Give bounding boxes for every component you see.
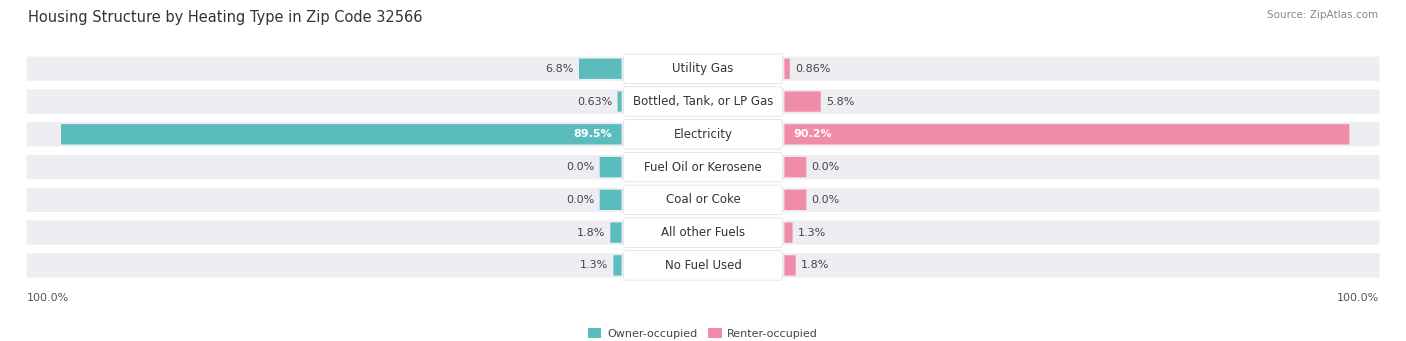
- FancyBboxPatch shape: [785, 91, 821, 112]
- Text: 6.8%: 6.8%: [546, 64, 574, 74]
- Text: Fuel Oil or Kerosene: Fuel Oil or Kerosene: [644, 161, 762, 174]
- Text: 90.2%: 90.2%: [794, 129, 832, 139]
- Text: 0.63%: 0.63%: [578, 97, 613, 106]
- FancyBboxPatch shape: [624, 87, 782, 116]
- FancyBboxPatch shape: [599, 157, 621, 177]
- Text: Source: ZipAtlas.com: Source: ZipAtlas.com: [1267, 10, 1378, 20]
- FancyBboxPatch shape: [624, 54, 782, 84]
- Text: 5.8%: 5.8%: [825, 97, 853, 106]
- FancyBboxPatch shape: [27, 188, 1379, 212]
- Text: 1.8%: 1.8%: [800, 261, 830, 270]
- Text: Bottled, Tank, or LP Gas: Bottled, Tank, or LP Gas: [633, 95, 773, 108]
- FancyBboxPatch shape: [27, 89, 1379, 114]
- FancyBboxPatch shape: [624, 251, 782, 280]
- FancyBboxPatch shape: [785, 255, 796, 276]
- Text: 100.0%: 100.0%: [1337, 293, 1379, 303]
- Text: 100.0%: 100.0%: [27, 293, 69, 303]
- Text: Coal or Coke: Coal or Coke: [665, 193, 741, 206]
- FancyBboxPatch shape: [785, 157, 807, 177]
- FancyBboxPatch shape: [613, 255, 621, 276]
- Text: 0.0%: 0.0%: [567, 195, 595, 205]
- FancyBboxPatch shape: [785, 222, 793, 243]
- Text: 0.0%: 0.0%: [811, 195, 839, 205]
- FancyBboxPatch shape: [27, 221, 1379, 245]
- Text: 0.86%: 0.86%: [794, 64, 830, 74]
- Text: 1.3%: 1.3%: [581, 261, 609, 270]
- FancyBboxPatch shape: [785, 59, 790, 79]
- Text: 0.0%: 0.0%: [811, 162, 839, 172]
- FancyBboxPatch shape: [27, 57, 1379, 81]
- Text: 0.0%: 0.0%: [567, 162, 595, 172]
- Text: Utility Gas: Utility Gas: [672, 62, 734, 75]
- Text: 1.3%: 1.3%: [797, 228, 825, 238]
- FancyBboxPatch shape: [27, 122, 1379, 146]
- Text: All other Fuels: All other Fuels: [661, 226, 745, 239]
- Text: Housing Structure by Heating Type in Zip Code 32566: Housing Structure by Heating Type in Zip…: [28, 10, 423, 25]
- FancyBboxPatch shape: [785, 190, 807, 210]
- FancyBboxPatch shape: [599, 190, 621, 210]
- FancyBboxPatch shape: [624, 152, 782, 182]
- FancyBboxPatch shape: [624, 120, 782, 149]
- FancyBboxPatch shape: [27, 155, 1379, 179]
- Text: 1.8%: 1.8%: [576, 228, 606, 238]
- FancyBboxPatch shape: [579, 59, 621, 79]
- Legend: Owner-occupied, Renter-occupied: Owner-occupied, Renter-occupied: [583, 324, 823, 341]
- FancyBboxPatch shape: [624, 218, 782, 247]
- Text: Electricity: Electricity: [673, 128, 733, 141]
- FancyBboxPatch shape: [624, 185, 782, 214]
- FancyBboxPatch shape: [60, 124, 621, 145]
- FancyBboxPatch shape: [785, 124, 1350, 145]
- FancyBboxPatch shape: [610, 222, 621, 243]
- Text: 89.5%: 89.5%: [574, 129, 612, 139]
- FancyBboxPatch shape: [617, 91, 621, 112]
- Text: No Fuel Used: No Fuel Used: [665, 259, 741, 272]
- FancyBboxPatch shape: [27, 253, 1379, 278]
